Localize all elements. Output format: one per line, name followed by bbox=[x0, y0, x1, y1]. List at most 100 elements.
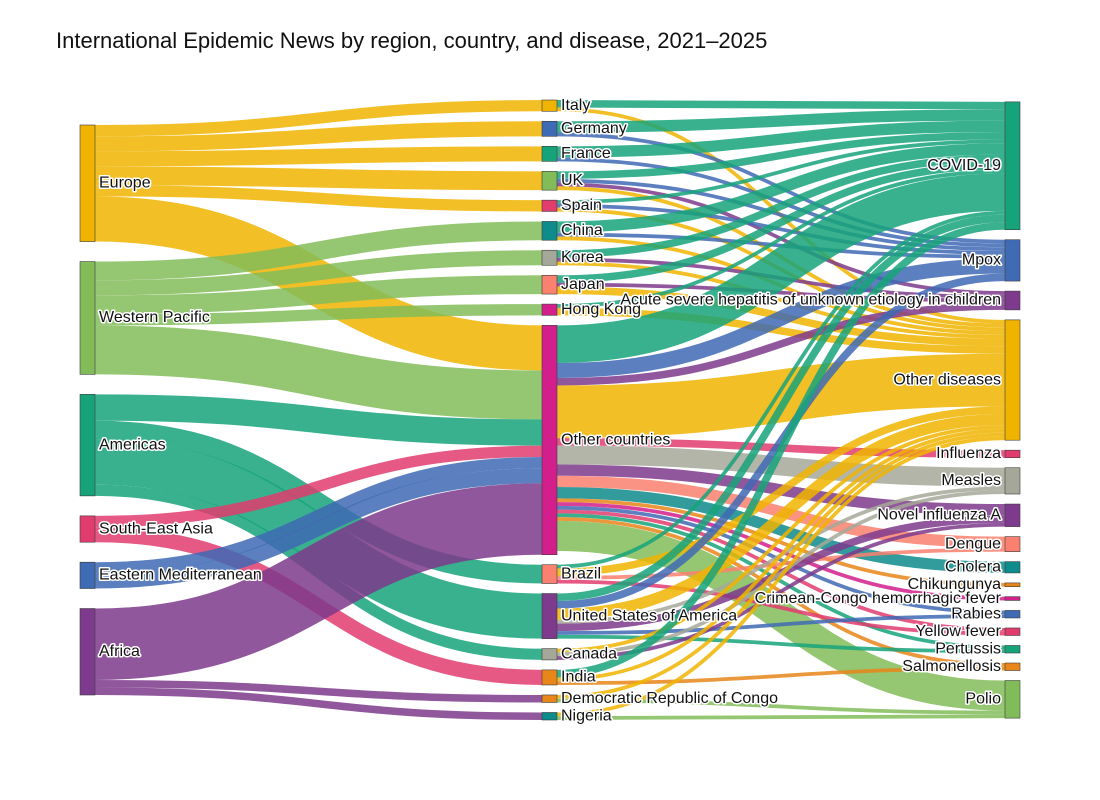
node-mpox[interactable] bbox=[1004, 239, 1021, 282]
link-europe-to-other-countries bbox=[94, 196, 543, 371]
node-polio[interactable] bbox=[1004, 680, 1021, 719]
node-japan[interactable] bbox=[541, 274, 558, 295]
node-cholera[interactable] bbox=[1004, 561, 1021, 574]
node-pertussis[interactable] bbox=[1004, 645, 1021, 654]
node-acute-severe-hepatitis-of-unknown-etiology-in-children[interactable] bbox=[1004, 290, 1021, 311]
link-hong-kong-to-covid-19 bbox=[556, 169, 1006, 308]
link-canada-to-other-diseases bbox=[556, 425, 1006, 653]
link-nigeria-to-other-diseases bbox=[556, 436, 1006, 717]
sankey-nodes: Europe Western Pacific Americas South-East … bbox=[79, 95, 1021, 726]
node-label-salmonellosis: Salmonellosis bbox=[902, 658, 1001, 675]
node-india[interactable] bbox=[541, 669, 558, 686]
node-korea[interactable] bbox=[541, 249, 558, 266]
node-label-spain: Spain bbox=[561, 197, 602, 214]
node-yellow-fever[interactable] bbox=[1004, 627, 1021, 636]
node-salmonellosis[interactable] bbox=[1004, 662, 1021, 671]
node-canada[interactable] bbox=[541, 648, 558, 661]
link-india-to-covid-19 bbox=[556, 222, 1006, 678]
node-eastern-mediterranean[interactable] bbox=[79, 561, 96, 589]
node-europe[interactable] bbox=[79, 124, 96, 242]
link-other-countries-to-chikungunya bbox=[556, 498, 1006, 587]
node-other-countries[interactable] bbox=[541, 325, 558, 556]
link-brazil-to-other-diseases bbox=[556, 406, 1006, 576]
link-western-pacific-to-other-countries bbox=[94, 325, 543, 420]
link-americas-to-other-countries bbox=[94, 394, 543, 446]
link-brazil-to-covid-19 bbox=[556, 210, 1006, 569]
link-china-to-covid-19 bbox=[556, 143, 1006, 233]
node-label-canada: Canada bbox=[561, 645, 617, 662]
node-label-rabies: Rabies bbox=[951, 605, 1001, 622]
node-democratic-republic-of-congo[interactable] bbox=[541, 694, 558, 703]
node-nigeria[interactable] bbox=[541, 712, 558, 721]
node-label-chikungunya: Chikungunya bbox=[908, 576, 1002, 593]
link-africa-to-other-countries bbox=[94, 483, 543, 680]
node-label-polio: Polio bbox=[965, 691, 1001, 708]
node-americas[interactable] bbox=[79, 394, 96, 497]
link-other-countries-to-polio bbox=[556, 520, 1006, 711]
node-label-democratic-republic-of-congo: Democratic Republic of Congo bbox=[561, 690, 778, 707]
node-rabies[interactable] bbox=[1004, 610, 1021, 619]
link-western-pacific-to-korea bbox=[94, 250, 543, 296]
node-label-measles: Measles bbox=[941, 472, 1001, 489]
node-label-hong-kong: Hong Kong bbox=[561, 301, 641, 318]
node-africa[interactable] bbox=[79, 608, 96, 696]
link-nigeria-to-polio bbox=[556, 714, 1006, 720]
link-germany-to-covid-19 bbox=[556, 109, 1006, 133]
node-dengue[interactable] bbox=[1004, 536, 1021, 552]
node-germany[interactable] bbox=[541, 120, 558, 137]
node-label-united-states-of-america: United States of America bbox=[561, 607, 737, 624]
link-hong-kong-to-other-diseases bbox=[556, 307, 1006, 354]
link-united-states-of-america-to-mpox bbox=[556, 273, 1006, 609]
node-south-east-asia[interactable] bbox=[79, 515, 96, 543]
node-label-china: China bbox=[561, 222, 603, 239]
link-europe-to-italy bbox=[94, 100, 543, 137]
link-korea-to-other-diseases bbox=[556, 261, 1006, 339]
link-other-countries-to-pertussis bbox=[556, 513, 1006, 650]
node-uk[interactable] bbox=[541, 171, 558, 191]
link-africa-to-nigeria bbox=[94, 687, 543, 720]
link-france-to-covid-19 bbox=[556, 120, 1006, 158]
link-europe-to-france bbox=[94, 146, 543, 167]
node-hong-kong[interactable] bbox=[541, 303, 558, 316]
node-france[interactable] bbox=[541, 146, 558, 162]
node-western-pacific[interactable] bbox=[79, 261, 96, 375]
node-influenza[interactable] bbox=[1004, 449, 1021, 459]
link-south-east-asia-to-other-countries bbox=[94, 445, 543, 528]
node-label-western-pacific: Western Pacific bbox=[99, 309, 210, 326]
chart-title: International Epidemic News by region, c… bbox=[56, 28, 768, 53]
link-india-to-other-diseases bbox=[556, 428, 1006, 682]
link-western-pacific-to-china bbox=[94, 221, 543, 281]
node-label-south-east-asia: South-East Asia bbox=[99, 520, 213, 537]
node-crimean-congo-hemorrhagic-fever[interactable] bbox=[1004, 596, 1021, 601]
node-united-states-of-america[interactable] bbox=[541, 593, 558, 639]
link-uk-to-covid-19 bbox=[556, 131, 1006, 179]
node-label-yellow-fever: Yellow fever bbox=[915, 623, 1001, 640]
node-measles[interactable] bbox=[1004, 467, 1021, 495]
link-other-countries-to-cholera bbox=[556, 487, 1006, 573]
node-label-covid-19: COVID-19 bbox=[927, 157, 1001, 174]
node-chikungunya[interactable] bbox=[1004, 582, 1021, 587]
sankey-links bbox=[94, 100, 1006, 720]
link-eastern-mediterranean-to-other-countries bbox=[94, 468, 543, 589]
node-covid-19[interactable] bbox=[1004, 101, 1021, 231]
node-spain[interactable] bbox=[541, 199, 558, 212]
node-italy[interactable] bbox=[541, 99, 558, 112]
link-spain-to-covid-19 bbox=[556, 139, 1006, 204]
link-other-countries-to-covid-19 bbox=[556, 173, 1006, 363]
node-china[interactable] bbox=[541, 221, 558, 241]
link-united-states-of-america-to-covid-19 bbox=[556, 214, 1006, 602]
link-japan-to-covid-19 bbox=[556, 162, 1006, 283]
link-americas-to-brazil bbox=[94, 420, 543, 584]
node-label-pertussis: Pertussis bbox=[935, 640, 1001, 657]
node-label-other-countries: Other countries bbox=[561, 431, 670, 448]
node-label-korea: Korea bbox=[561, 249, 604, 266]
link-united-states-of-america-to-other-diseases bbox=[556, 413, 1006, 620]
node-other-diseases[interactable] bbox=[1004, 319, 1021, 441]
link-europe-to-uk bbox=[94, 166, 543, 191]
node-brazil[interactable] bbox=[541, 564, 558, 584]
node-label-japan: Japan bbox=[561, 276, 605, 293]
node-label-italy: Italy bbox=[561, 97, 590, 114]
node-novel-influenza-a[interactable] bbox=[1004, 503, 1021, 527]
node-label-influenza: Influenza bbox=[936, 445, 1001, 462]
link-other-countries-to-mpox bbox=[556, 258, 1006, 378]
